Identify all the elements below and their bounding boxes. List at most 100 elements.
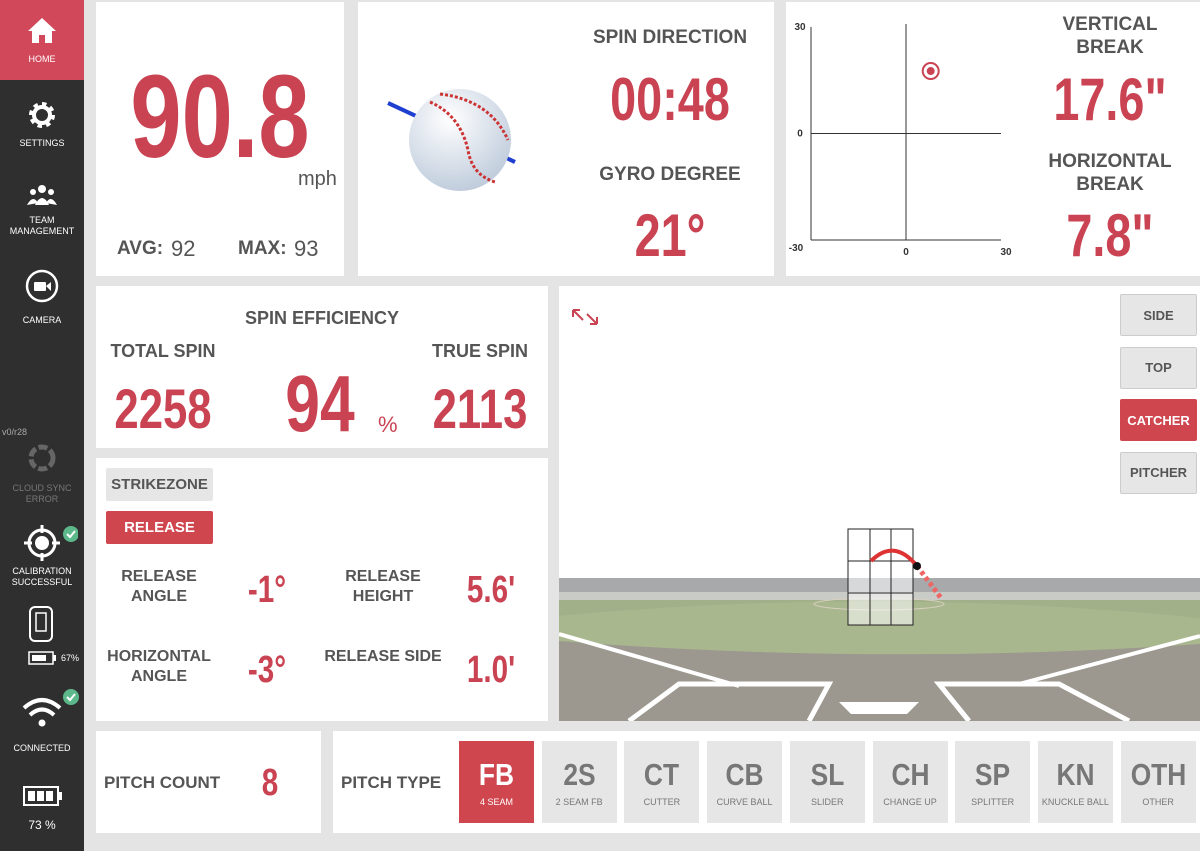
pitch-name: CURVE BALL [716,797,773,807]
nav-label: SETTINGS [19,138,65,148]
device-battery-icon [28,651,56,665]
nav-label: HOME [28,54,56,64]
x-tick-label: 0 [903,247,909,258]
x-tick-label: 30 [1000,247,1012,258]
true-spin-value: 2113 [432,377,528,440]
view-button[interactable]: SIDE [1120,294,1197,336]
avg-value: 92 [171,236,196,261]
pitch-code: KN [1056,757,1095,792]
pitch-count-value: 8 [261,762,279,804]
pitch-code: CH [890,757,930,792]
connection-label: CONNECTED [13,743,71,753]
target-icon [24,525,78,561]
true-spin-label: TRUE SPIN [431,341,528,361]
break-plot: -30 0 30 0 30 [789,22,1012,258]
connection-status: CONNECTED [0,681,84,765]
calibration-label: CALIBRATION SUCCESSFUL [11,566,73,587]
vertical-break-label: VERTICAL BREAK [1062,14,1158,58]
break-point-center [926,67,935,76]
pitch-name: KNUCKLE BALL [1041,797,1109,807]
battery-icon [23,786,62,806]
pitch-name: SPLITTER [971,797,1015,807]
total-spin-label: TOTAL SPIN [110,341,216,361]
y-tick-label: -30 [789,243,804,254]
calibration-status: CALIBRATION SUCCESSFUL [0,509,84,595]
battery-label: 73 % [28,818,56,832]
speed-unit: mph [298,168,337,190]
pitch-type-button[interactable]: SL SLIDER [789,741,865,823]
horizontal-break-label: HORIZONTAL BREAK [1048,151,1172,195]
speed-panel [96,2,344,276]
metric-label: HORIZONTAL ANGLE [107,648,211,685]
trajectory-view [559,286,1200,721]
gyro-label: GYRO DEGREE [599,164,741,185]
pitch-code: CT [644,757,680,792]
battery-status: 73 % [0,767,84,851]
max-label: MAX: [238,238,287,259]
sync-label: CLOUD SYNC ERROR [12,483,72,504]
pitch-code: SL [810,757,845,792]
speed-value: 90.8 [130,51,310,183]
pitch-type-button[interactable]: CB CURVE BALL [707,741,783,823]
pitch-type-button[interactable]: CH CHANGE UP [872,741,948,823]
spin-ball [387,89,516,191]
pitch-type-button[interactable]: CT CUTTER [624,741,700,823]
y-tick-label: 30 [794,22,806,33]
nav-settings[interactable]: SETTINGS [0,82,84,165]
device-battery-label: 67% [61,653,80,663]
tab-release[interactable]: RELEASE [106,511,213,544]
pitch-name: CUTTER [643,797,681,807]
metric-value: -3° [247,649,287,691]
metric-label: RELEASE HEIGHT [345,568,421,605]
tab-strikezone[interactable]: STRIKEZONE [106,468,213,501]
device-status: 67% [0,597,84,679]
pitch-type-button[interactable]: KN KNUCKLE BALL [1037,741,1113,823]
max-value: 93 [294,236,319,261]
gyro-value: 21° [634,202,706,269]
pitch-code: CB [725,757,764,792]
version: v0/r28 [2,427,28,437]
spin-efficiency-panel [96,286,548,448]
efficiency-value: 94 [285,359,355,448]
pitch-type-button[interactable]: OTH OTHER [1120,741,1196,823]
pitch-code: OTH [1130,757,1186,792]
nav-label: TEAM MANAGEMENT [9,215,75,236]
pitch-code: SP [975,757,1011,792]
spin-direction-value: 00:48 [610,66,730,133]
pitch-type-label: PITCH TYPE [341,773,442,792]
view-button[interactable]: TOP [1120,346,1197,389]
nav-team[interactable]: TEAM MANAGEMENT [0,167,84,250]
metric-value: 1.0' [466,649,516,691]
settings-icon [29,102,55,128]
sync-status: v0/r28 CLOUD SYNC ERROR [0,340,84,507]
y-tick-label: 0 [797,129,803,140]
pitch-type-button[interactable]: 2S 2 SEAM FB [541,741,617,823]
spin-direction-label: SPIN DIRECTION [592,27,748,48]
pitch-type-button[interactable]: SP SPLITTER [955,741,1031,823]
nav-camera[interactable]: CAMERA [0,252,84,338]
sync-icon [28,444,56,472]
view-button[interactable]: PITCHER [1120,451,1197,494]
pitch-name: 4 SEAM [479,797,513,807]
pitch-type-button[interactable]: FB 4 SEAM [459,741,534,823]
break-panel [786,2,1200,276]
view-button[interactable]: CATCHER [1120,399,1197,441]
metric-value: -1° [247,569,287,611]
avg-label: AVG: [117,238,164,259]
horizontal-break-value: 7.8" [1066,202,1154,269]
field-scene [559,309,1200,721]
pitch-code: 2S [563,757,596,792]
vertical-break-value: 17.6" [1053,66,1167,133]
nav-label: CAMERA [22,315,62,325]
spin-efficiency-title: SPIN EFFICIENCY [244,308,400,328]
camera-icon [25,269,59,303]
release-panel [96,458,548,721]
metric-label: RELEASE ANGLE [121,568,197,605]
metric-label: RELEASE SIDE [324,648,442,665]
metric-value: 5.6' [466,569,516,611]
nav-home[interactable]: HOME [0,0,84,80]
wifi-icon [22,689,79,727]
pitch-name: OTHER [1142,797,1174,807]
